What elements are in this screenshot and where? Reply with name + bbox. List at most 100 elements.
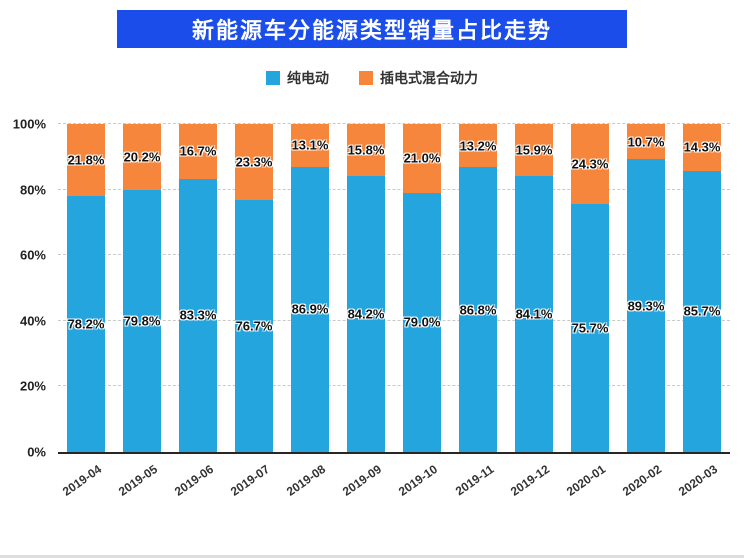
bar-segment-pure-electric [179,178,217,452]
bar-segment-pure-electric [683,170,721,452]
bar-column: 16.7% 83.3% 2019-06 [170,124,226,499]
gridline [58,123,730,124]
data-label-pure-electric: 89.3% [627,298,665,314]
stacked-bar [515,124,553,452]
bar-segment-plug-in-hybrid [627,124,665,160]
data-label-pure-electric: 86.9% [291,301,329,317]
bar-column: 14.3% 85.7% 2020-03 [674,124,730,499]
data-label-pure-electric: 84.2% [347,306,385,322]
stacked-bar [235,124,273,452]
bar-column: 21.0% 79.0% 2019-10 [394,124,450,499]
bar-column: 15.8% 84.2% 2019-09 [338,124,394,499]
bar-segment-plug-in-hybrid [235,124,273,201]
bar-segment-pure-electric [123,190,161,452]
data-label-plug-in-hybrid: 23.3% [235,154,273,170]
bar-segment-pure-electric [627,159,665,452]
legend-swatch [359,71,373,85]
stacked-bar [123,124,161,452]
stacked-bar [179,124,217,452]
bar-segment-plug-in-hybrid [571,124,609,204]
data-label-plug-in-hybrid: 15.9% [515,142,553,158]
x-axis-tick-label: 2019-09 [339,462,385,499]
bar-segment-plug-in-hybrid [515,124,553,177]
bar-segment-plug-in-hybrid [67,124,105,196]
gridline [58,254,730,256]
x-axis-tick-label: 2020-02 [619,462,665,499]
data-label-pure-electric: 79.0% [403,314,441,330]
bar-segment-pure-electric [515,176,553,452]
y-axis-tick-label: 40% [19,313,46,329]
bar-segment-pure-electric [347,175,385,452]
data-label-plug-in-hybrid: 14.3% [683,139,721,155]
bar-column: 10.7% 89.3% 2020-02 [618,124,674,499]
data-label-plug-in-hybrid: 13.2% [459,138,497,154]
page-bottom-divider [0,555,744,558]
data-label-plug-in-hybrid: 21.0% [403,150,441,166]
y-axis-tick-label: 0% [27,444,46,460]
stacked-bar [683,124,721,452]
stacked-bar [403,124,441,452]
data-label-pure-electric: 86.8% [459,302,497,318]
gridline [58,188,730,190]
legend-item: 插电式混合动力 [359,68,478,88]
bar-column: 13.1% 86.9% 2019-08 [282,124,338,499]
bar-segment-pure-electric [67,195,105,452]
data-label-pure-electric: 83.3% [179,307,217,323]
data-label-pure-electric: 78.2% [67,316,105,332]
legend-item: 纯电动 [266,68,329,88]
bar-segment-plug-in-hybrid [347,124,385,176]
stacked-bar [67,124,105,452]
chart-title: 新能源车分能源类型销量占比走势 [191,18,552,43]
bar-segment-pure-electric [571,203,609,452]
stacked-bar [627,124,665,452]
stacked-bar [347,124,385,452]
stacked-bar [291,124,329,452]
bar-segment-plug-in-hybrid [459,124,497,168]
bars-container: 21.8% 78.2% 2019-04 20.2% 79.8% 2019-05 16.7% 8… [58,124,730,499]
bar-column: 13.2% 86.8% 2019-11 [450,124,506,498]
x-axis-tick-label: 2019-07 [227,462,273,499]
data-label-pure-electric: 85.7% [683,303,721,319]
x-axis-tick-label: 2019-12 [507,462,553,499]
x-axis-tick-label: 2019-04 [59,462,105,499]
bar-segment-plug-in-hybrid [123,124,161,191]
x-axis-tick-label: 2019-05 [115,462,161,499]
data-label-plug-in-hybrid: 16.7% [179,143,217,159]
legend-label: 纯电动 [287,70,329,86]
gridline [58,385,730,387]
legend-swatch [266,71,280,85]
data-label-plug-in-hybrid: 24.3% [571,156,609,172]
x-axis-tick-label: 2020-01 [563,462,609,499]
bar-segment-plug-in-hybrid [291,124,329,167]
data-label-plug-in-hybrid: 10.7% [627,134,665,150]
data-label-pure-electric: 84.1% [515,306,553,322]
plot-area: 0% 20% 40% 60% 80% 100% 21.8% 78.2% 2019-04 20.2%… [13,117,730,499]
y-axis-tick-label: 80% [19,182,46,198]
x-axis-tick-label: 2019-11 [452,462,497,499]
y-axis-tick-label: 20% [19,378,46,394]
bar-column: 24.3% 75.7% 2020-01 [562,124,618,499]
bar-column: 20.2% 79.8% 2019-05 [114,124,170,499]
stacked-bar [571,124,609,452]
y-axis-tick-label: 100% [12,116,46,132]
bar-column: 15.9% 84.1% 2019-12 [506,124,562,499]
bar-segment-plug-in-hybrid [683,124,721,171]
x-axis-tick-label: 2020-03 [675,462,721,499]
stacked-bar [459,124,497,452]
data-label-plug-in-hybrid: 20.2% [123,149,161,165]
y-axis-tick-label: 60% [19,247,46,263]
x-axis-tick-label: 2019-10 [395,462,441,499]
data-label-pure-electric: 79.8% [123,313,161,329]
bar-segment-pure-electric [459,167,497,452]
bar-column: 21.8% 78.2% 2019-04 [58,124,114,499]
bar-segment-pure-electric [235,200,273,452]
data-label-plug-in-hybrid: 13.1% [291,137,329,153]
data-label-plug-in-hybrid: 21.8% [67,152,105,168]
x-axis-tick-label: 2019-06 [171,462,217,499]
bar-segment-plug-in-hybrid [403,124,441,193]
data-label-plug-in-hybrid: 15.8% [347,142,385,158]
x-axis-tick-label: 2019-08 [283,462,329,499]
data-label-pure-electric: 76.7% [235,318,273,334]
bar-segment-pure-electric [403,192,441,452]
